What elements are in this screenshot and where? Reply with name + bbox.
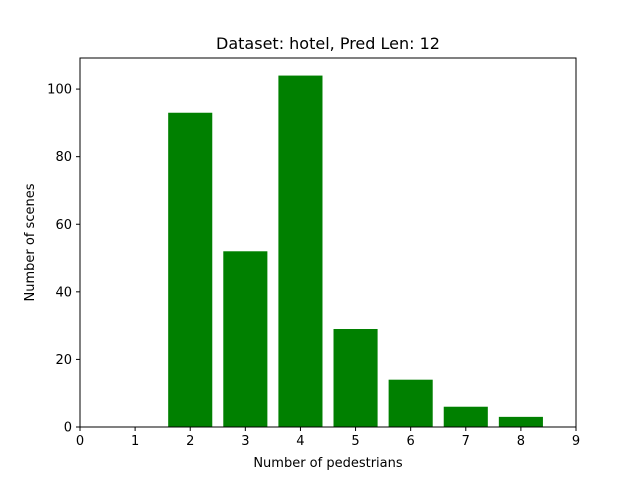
x-tick-label-0: 0 xyxy=(76,434,84,449)
bar-6 xyxy=(388,379,433,427)
bar-5 xyxy=(333,329,378,427)
chart-title: Dataset: hotel, Pred Len: 12 xyxy=(216,34,440,53)
x-tick-label-5: 5 xyxy=(351,434,359,449)
y-tick-label-60: 60 xyxy=(55,218,72,233)
x-tick-label-4: 4 xyxy=(296,434,304,449)
y-tick-label-80: 80 xyxy=(55,150,72,165)
x-axis-ticks: 0 1 2 3 4 5 6 7 8 9 xyxy=(76,427,580,449)
bar-3 xyxy=(223,251,268,427)
x-tick-label-7: 7 xyxy=(462,434,470,449)
bar-4 xyxy=(278,75,323,428)
y-tick-label-20: 20 xyxy=(55,353,72,368)
x-tick-label-8: 8 xyxy=(517,434,525,449)
bar-2 xyxy=(168,112,213,427)
y-tick-label-100: 100 xyxy=(47,83,72,98)
bars-group xyxy=(168,75,543,428)
x-tick-label-2: 2 xyxy=(186,434,194,449)
x-tick-label-9: 9 xyxy=(572,434,580,449)
x-tick-label-3: 3 xyxy=(241,434,249,449)
y-tick-label-0: 0 xyxy=(64,421,72,436)
x-axis-label: Number of pedestrians xyxy=(253,456,403,471)
bar-7 xyxy=(443,406,488,427)
x-tick-label-1: 1 xyxy=(131,434,139,449)
y-tick-label-40: 40 xyxy=(55,285,72,300)
y-axis-label: Number of scenes xyxy=(23,183,38,301)
y-axis-ticks: 0 20 40 60 80 100 xyxy=(47,83,80,436)
x-tick-label-6: 6 xyxy=(407,434,415,449)
plot-frame xyxy=(79,57,577,428)
bar-8 xyxy=(498,416,543,427)
